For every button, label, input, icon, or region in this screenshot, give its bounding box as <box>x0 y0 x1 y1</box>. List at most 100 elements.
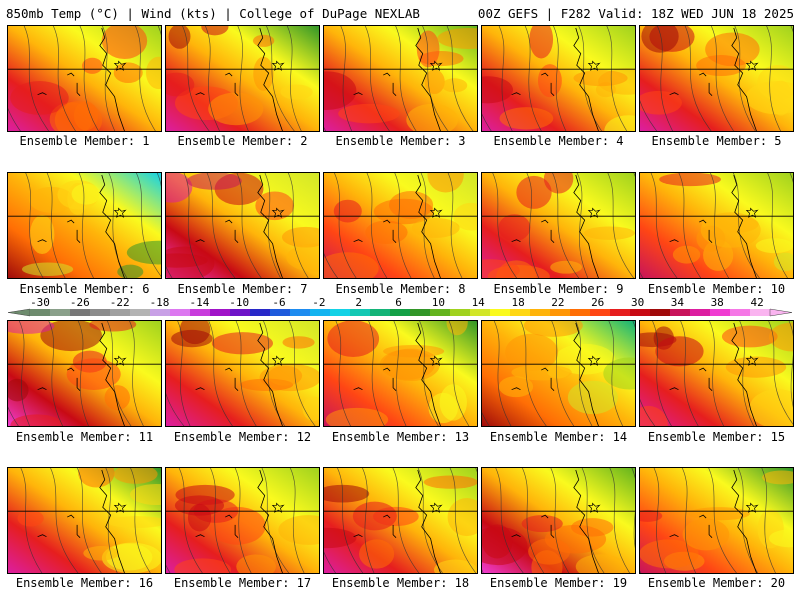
ensemble-member-map <box>165 320 320 427</box>
temperature-cell <box>278 515 319 545</box>
height-contour <box>653 468 667 573</box>
lake-outline <box>353 367 397 391</box>
ensemble-member-map <box>7 172 162 279</box>
height-contour <box>789 173 793 183</box>
temperature-cell <box>423 475 477 489</box>
height-contour <box>177 321 191 426</box>
lake-outline <box>195 514 239 538</box>
temperature-cell <box>554 343 616 375</box>
temperature-cell <box>749 389 793 426</box>
coastline <box>257 27 283 131</box>
colorbar-swatch <box>470 309 491 316</box>
height-contour <box>768 321 793 425</box>
height-contour <box>394 173 412 278</box>
height-contour <box>209 468 231 573</box>
island-outline <box>113 207 127 218</box>
colorbar-swatch <box>490 309 511 316</box>
temperature-cell <box>529 26 554 59</box>
temperature-cell <box>280 84 313 100</box>
temperature-cell <box>416 30 440 68</box>
height-contour <box>77 321 90 426</box>
height-contour <box>520 321 547 426</box>
height-contour <box>157 26 161 36</box>
colorbar-swatch <box>610 309 631 316</box>
temperature-cell <box>768 322 793 352</box>
ensemble-member-label: Ensemble Member: 12 <box>173 430 312 444</box>
colorbar-tick-label: -26 <box>70 297 90 309</box>
height-contour <box>288 321 316 426</box>
temperature-cell <box>8 321 55 334</box>
height-contour <box>336 468 364 573</box>
temperature-cell <box>499 107 554 130</box>
temperature-cell <box>166 173 193 203</box>
temperature-cell <box>575 554 626 573</box>
height-contour <box>521 468 545 573</box>
height-contour <box>492 173 518 278</box>
height-contour <box>575 321 593 426</box>
temperature-cell <box>71 183 101 205</box>
colorbar-swatch <box>130 309 151 316</box>
ensemble-member-map <box>323 320 478 427</box>
temperature-cell <box>573 70 628 87</box>
temperature-cell <box>655 336 704 367</box>
ensemble-member-label: Ensemble Member: 10 <box>647 282 786 296</box>
temperature-cell <box>324 71 357 110</box>
temperature-cell <box>22 262 74 277</box>
temperature-cell <box>427 173 464 193</box>
colorbar-tick-label: 14 <box>472 297 486 309</box>
height-contour <box>335 321 352 426</box>
colorbar-swatch <box>230 309 251 316</box>
temperature-cell <box>604 115 635 131</box>
colorbar-swatch <box>630 309 651 316</box>
temperature-cell <box>324 527 357 549</box>
coastline <box>415 469 441 573</box>
height-contour <box>183 173 205 278</box>
height-contour <box>422 26 449 131</box>
ensemble-member-map <box>639 172 794 279</box>
colorbar-swatch <box>270 309 291 316</box>
ensemble-member-map <box>639 467 794 574</box>
height-contour <box>368 321 385 426</box>
height-contour <box>364 26 391 131</box>
colorbar-swatch <box>150 309 171 316</box>
height-contour <box>166 265 173 278</box>
temperature-cell <box>252 34 275 47</box>
temperature-cell <box>531 550 563 573</box>
ensemble-member-map <box>639 25 794 132</box>
colorbar-swatch <box>190 309 211 316</box>
temperature-cell <box>567 380 618 415</box>
ensemble-member-label: Ensemble Member: 13 <box>331 430 470 444</box>
height-contour <box>678 173 702 278</box>
coastline <box>573 27 599 131</box>
height-contour <box>340 26 353 131</box>
height-contour <box>236 173 262 278</box>
height-contour <box>25 173 44 278</box>
temperature-cell <box>101 26 148 59</box>
colorbar-swatch <box>30 309 51 316</box>
height-contour <box>684 26 712 131</box>
ensemble-member-map <box>165 172 320 279</box>
height-contour <box>681 468 697 573</box>
height-contour <box>361 468 375 573</box>
height-contour <box>181 26 210 131</box>
temperature-cell <box>104 385 131 411</box>
temperature-cell <box>523 321 583 337</box>
height-contour <box>734 26 756 131</box>
colorbar-swatch <box>290 309 311 316</box>
height-contour <box>324 551 337 573</box>
coastline <box>257 322 283 426</box>
height-contour <box>651 321 673 426</box>
temperature-cell <box>543 173 574 194</box>
temperature-cell <box>324 484 370 503</box>
height-contour <box>129 468 151 573</box>
colorbar-tick-label: 38 <box>711 297 724 309</box>
temperature-cell <box>113 468 158 484</box>
temperature-colorbar: -30 -26 -22 -18 -14 -10 -6 -2 2 6 10 14 18 22 26 30 34 38… <box>7 297 793 317</box>
island-outline <box>271 502 285 513</box>
temperature-cell <box>338 103 400 124</box>
colorbar-swatch <box>710 309 731 316</box>
temperature-cell <box>324 252 379 278</box>
coastline <box>99 27 125 131</box>
colorbar-swatch <box>750 309 771 316</box>
height-contour <box>392 468 420 573</box>
